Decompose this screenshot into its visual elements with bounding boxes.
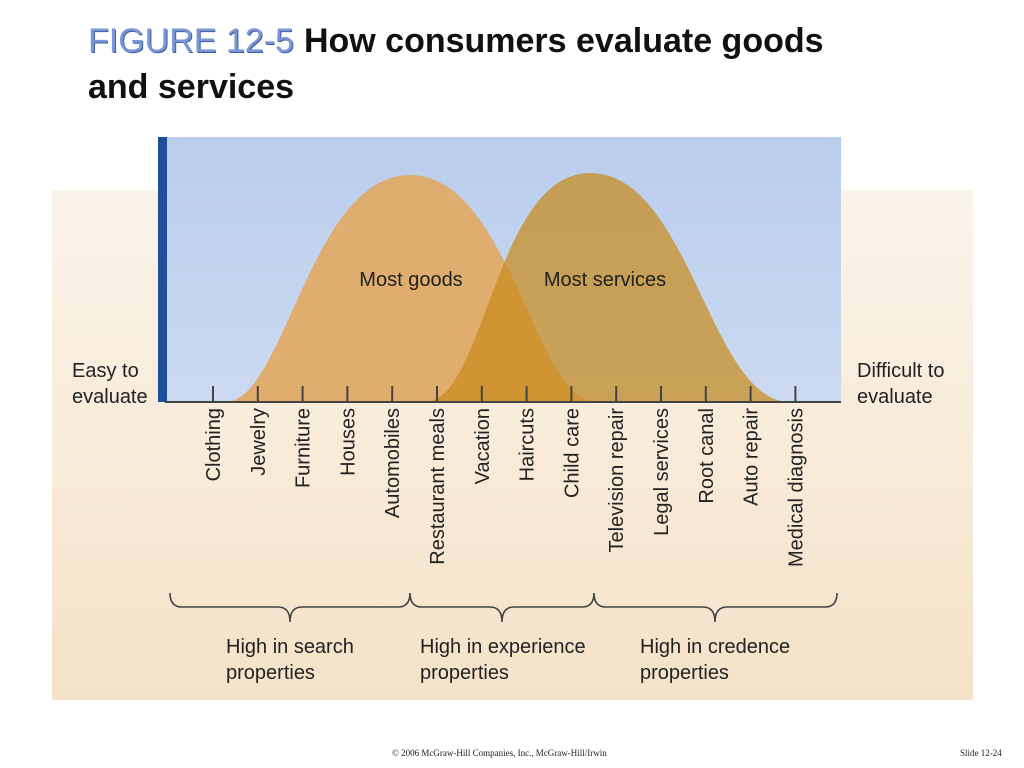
- footer-copyright: © 2006 McGraw-Hill Companies, Inc., McGr…: [392, 748, 607, 758]
- item-label: Legal services: [651, 408, 673, 536]
- item-label: Root canal: [696, 408, 718, 504]
- item-label: Television repair: [606, 408, 628, 553]
- services-curve: [425, 173, 790, 402]
- slide-title: FIGURE 12-5 How consumers evaluate goods …: [88, 18, 888, 110]
- item-labels: Clothing Jewelry Furniture Houses Automobile…: [203, 408, 807, 567]
- brace-experience: [409, 592, 595, 623]
- easy-label-line2: evaluate: [72, 386, 148, 408]
- item-label: Medical diagnosis: [785, 408, 807, 567]
- footer-slide-number: Slide 12-24: [960, 748, 1002, 758]
- group-credence-line1: High in credence: [640, 636, 790, 658]
- item-label: Restaurant meals: [427, 408, 449, 565]
- group-search-line1: High in search: [226, 636, 354, 658]
- item-label: Automobiles: [382, 408, 404, 518]
- item-label: Clothing: [203, 408, 225, 481]
- title-text: How consumers evaluate goods and service…: [88, 22, 824, 106]
- item-label: Houses: [337, 408, 359, 476]
- group-experience-line1: High in experience: [420, 636, 586, 658]
- item-label: Vacation: [472, 408, 494, 484]
- axis-ticks: [212, 386, 797, 402]
- brace-search: [169, 592, 411, 623]
- item-label: Auto repair: [741, 408, 763, 506]
- difficult-label-line1: Difficult to: [857, 360, 944, 382]
- difficult-label-line2: evaluate: [857, 386, 933, 408]
- most-services-label: Most services: [544, 269, 666, 291]
- left-axis-bar: [158, 137, 167, 402]
- easy-label-line1: Easy to: [72, 360, 139, 382]
- item-label: Jewelry: [248, 408, 270, 476]
- item-label: Furniture: [293, 408, 315, 488]
- group-search-line2: properties: [226, 662, 315, 684]
- item-label: Child care: [561, 408, 583, 498]
- group-credence-line2: properties: [640, 662, 729, 684]
- brace-credence: [593, 592, 838, 623]
- most-goods-label: Most goods: [359, 269, 462, 291]
- figure-label: FIGURE 12-5: [88, 22, 294, 60]
- item-label: Haircuts: [517, 408, 539, 481]
- group-experience-line2: properties: [420, 662, 509, 684]
